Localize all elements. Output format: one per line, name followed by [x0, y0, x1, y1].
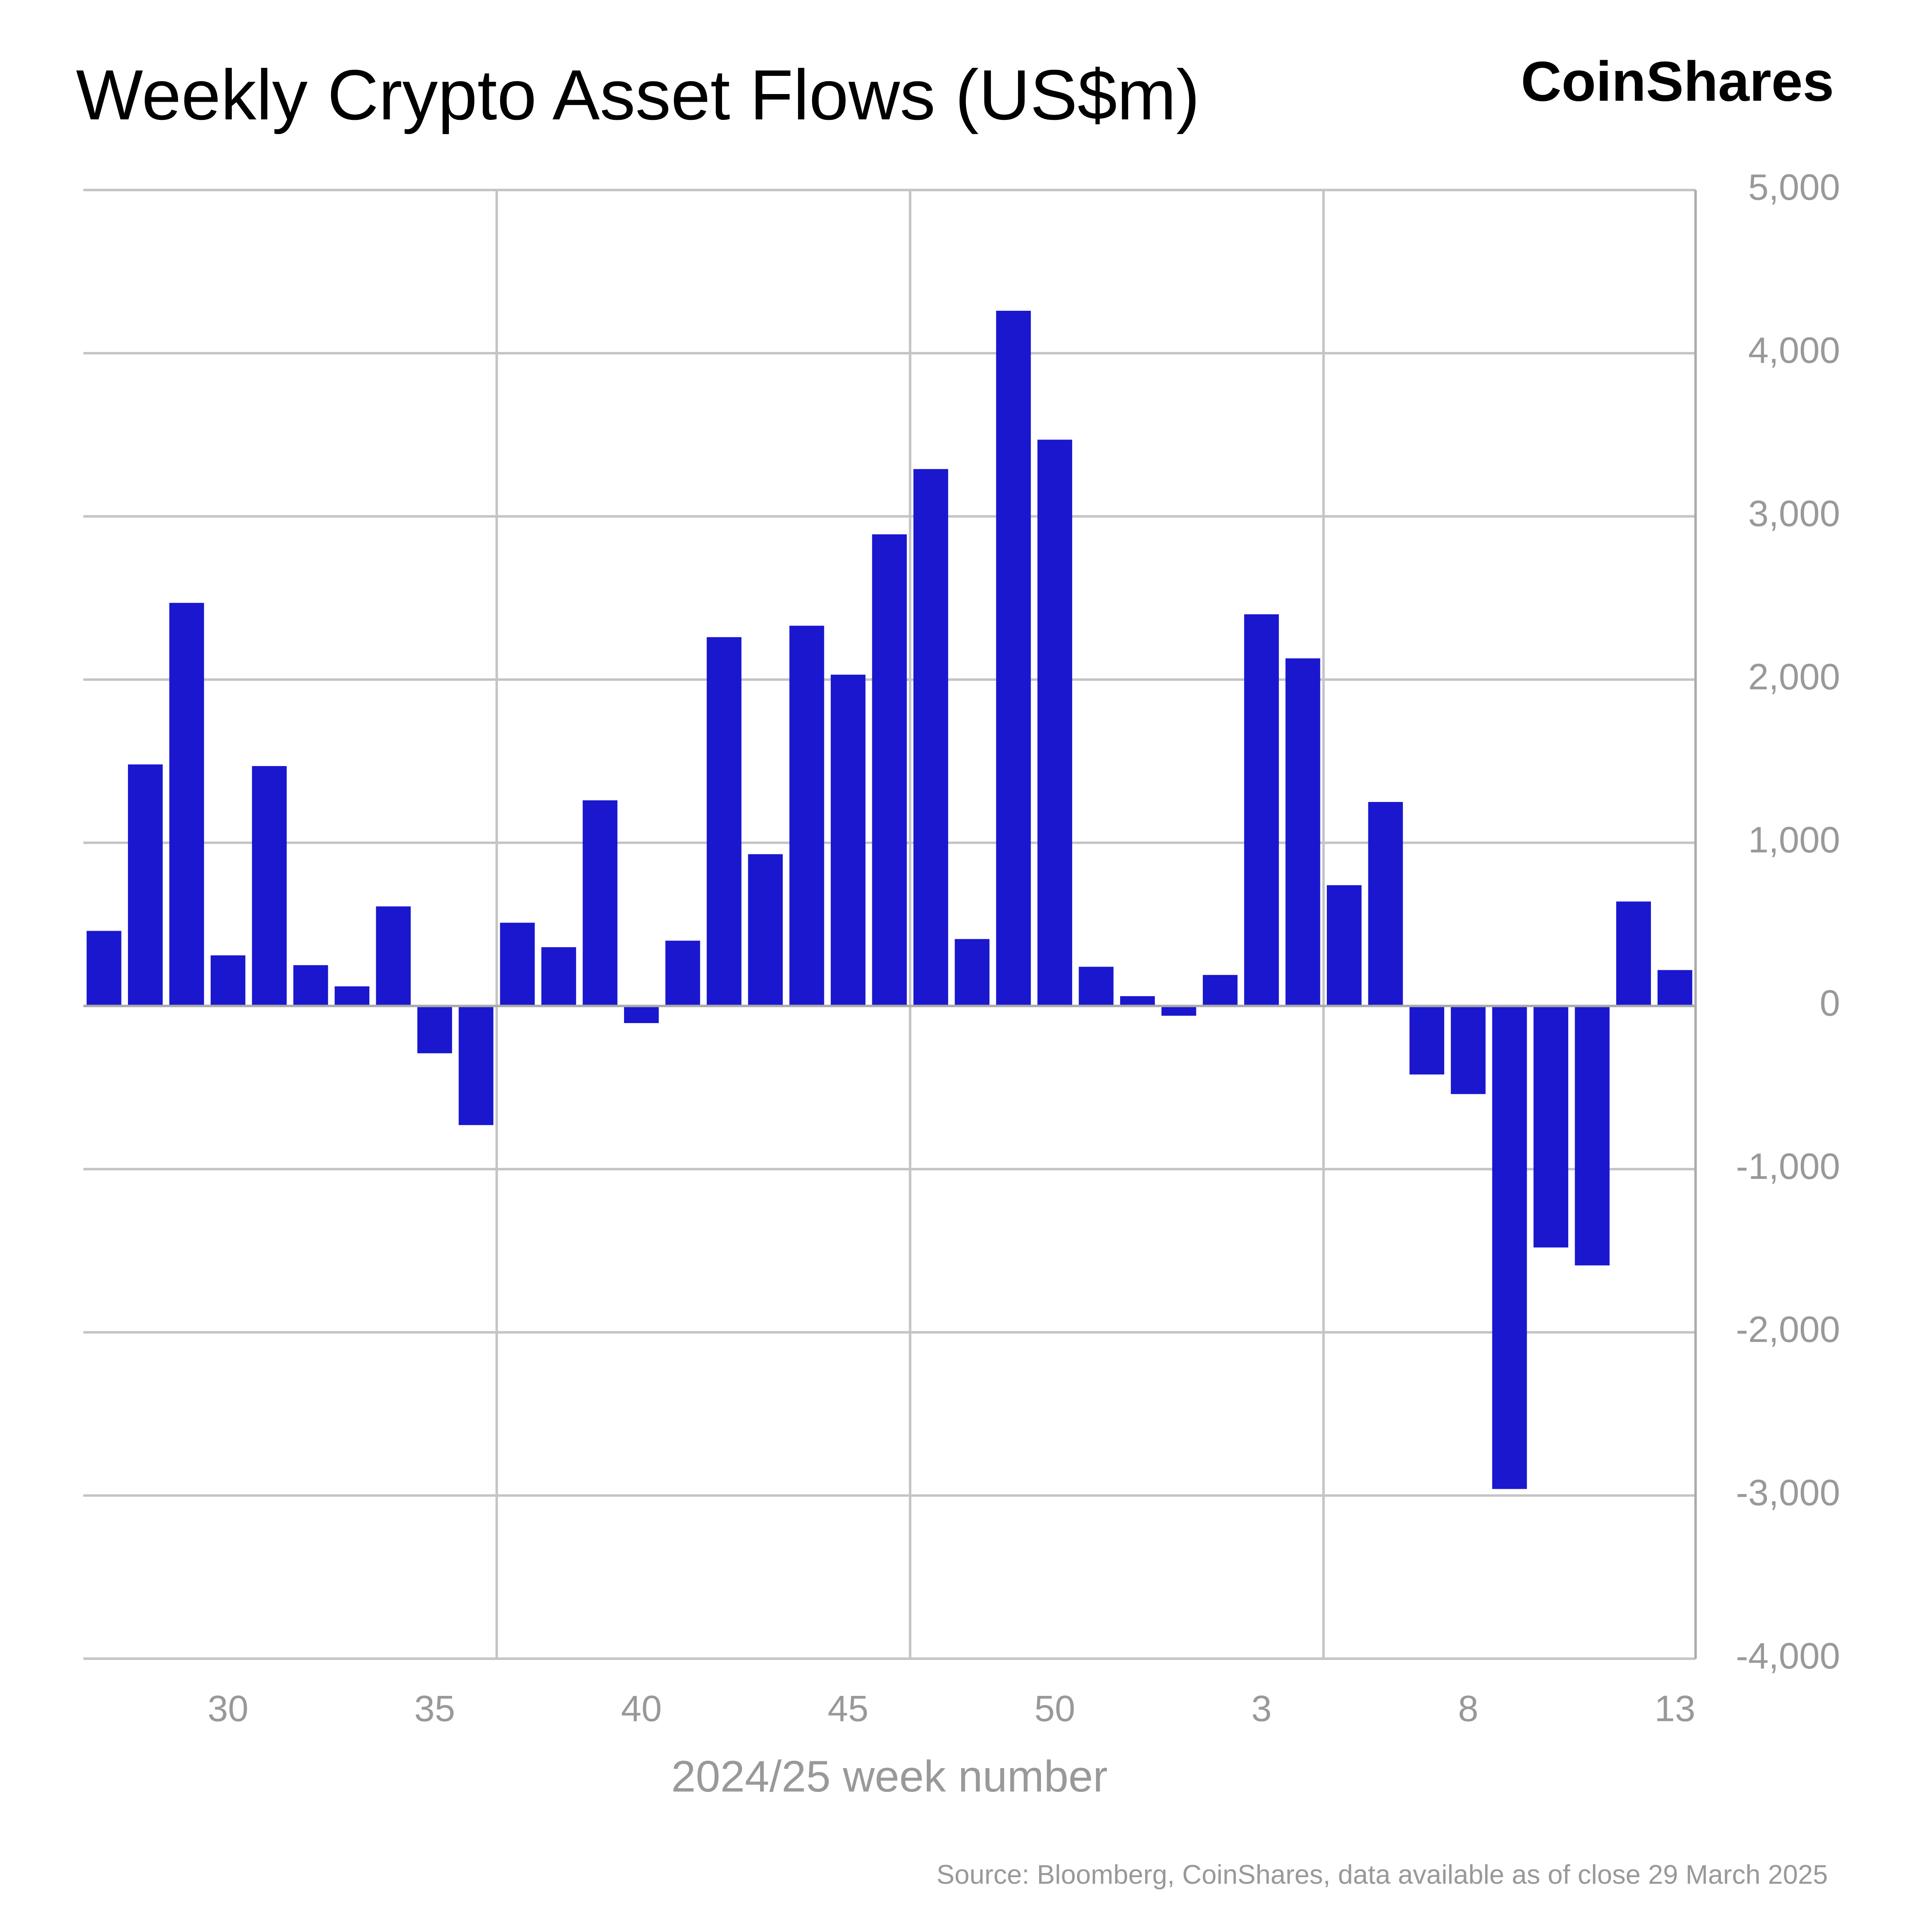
- bar: [748, 854, 783, 1006]
- bar: [1451, 1006, 1486, 1094]
- y-tick-label: 0: [1820, 983, 1840, 1024]
- bar: [210, 955, 245, 1006]
- y-tick-label: -1,000: [1736, 1146, 1840, 1187]
- y-tick-label: -2,000: [1736, 1309, 1840, 1350]
- bar: [996, 310, 1031, 1006]
- bar: [1616, 901, 1651, 1006]
- bar: [1575, 1006, 1610, 1266]
- bar: [1327, 885, 1362, 1006]
- bar: [541, 947, 576, 1006]
- bar: [417, 1006, 452, 1053]
- bar: [1079, 967, 1114, 1006]
- x-tick-label: 40: [621, 1688, 662, 1729]
- bar: [955, 939, 990, 1006]
- x-axis-label: 2024/25 week number: [671, 1752, 1108, 1801]
- y-tick-label: -4,000: [1736, 1636, 1840, 1677]
- bar: [459, 1006, 494, 1125]
- bar: [872, 534, 907, 1006]
- bar: [831, 674, 866, 1006]
- y-tick-label: 5,000: [1748, 167, 1840, 208]
- bar: [1285, 658, 1320, 1006]
- y-tick-label: 1,000: [1748, 820, 1840, 860]
- bar: [789, 626, 824, 1006]
- bar: [665, 940, 700, 1006]
- bar: [128, 764, 163, 1006]
- bar: [1037, 440, 1073, 1006]
- bar: [293, 965, 328, 1006]
- x-tick-label: 13: [1655, 1688, 1695, 1729]
- y-tick-label: 2,000: [1748, 657, 1840, 697]
- y-tick-label: 3,000: [1748, 494, 1840, 534]
- bar: [252, 766, 287, 1006]
- bar: [1161, 1006, 1196, 1016]
- bar: [500, 923, 535, 1006]
- x-tick-label: 8: [1458, 1688, 1479, 1729]
- bar: [1120, 996, 1155, 1006]
- bar: [86, 931, 122, 1006]
- bar: [1368, 802, 1403, 1006]
- bar: [1244, 614, 1279, 1006]
- x-tick-label: 50: [1034, 1688, 1075, 1729]
- y-tick-label: 4,000: [1748, 330, 1840, 371]
- chart-title: Weekly Crypto Asset Flows (US$m): [76, 56, 1200, 135]
- x-tick-label: 35: [414, 1688, 455, 1729]
- x-tick-label: 30: [207, 1688, 248, 1729]
- bar: [376, 906, 411, 1006]
- bar: [169, 603, 204, 1006]
- bar: [1492, 1006, 1527, 1489]
- bar: [582, 800, 618, 1006]
- bar: [1202, 975, 1238, 1006]
- y-tick-label: -3,000: [1736, 1473, 1840, 1513]
- x-tick-label: 45: [827, 1688, 868, 1729]
- x-tick-label: 3: [1251, 1688, 1272, 1729]
- bar: [624, 1006, 659, 1023]
- bar: [335, 986, 370, 1006]
- brand-logo: CoinShares: [1521, 50, 1834, 113]
- bar: [1657, 970, 1693, 1006]
- bar: [913, 469, 948, 1006]
- bar: [1533, 1006, 1569, 1248]
- bar: [1409, 1006, 1444, 1075]
- source-note: Source: Bloomberg, CoinShares, data avai…: [936, 1860, 1828, 1890]
- bar: [706, 637, 742, 1006]
